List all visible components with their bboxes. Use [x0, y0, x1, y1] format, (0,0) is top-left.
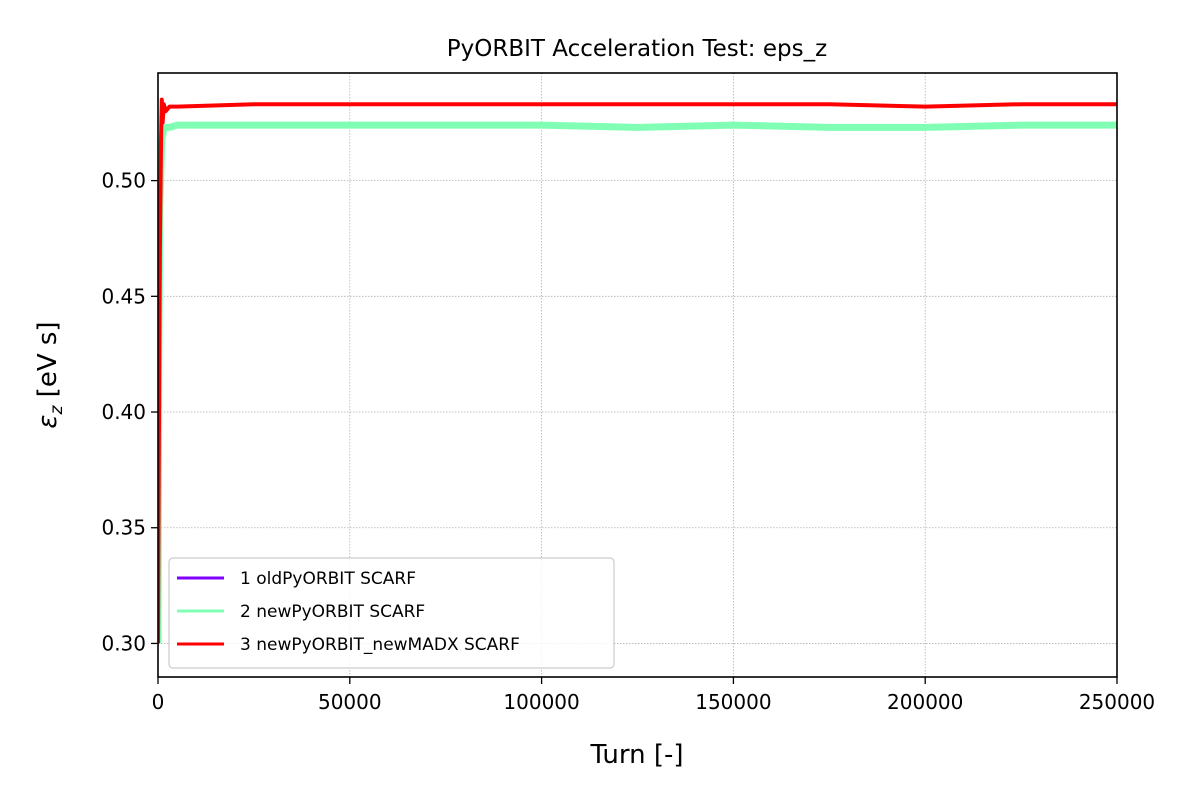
- y-axis-label-unit: [eV s]: [33, 321, 63, 405]
- y-tick-label: 0.35: [101, 516, 146, 540]
- plot-frame: [157, 72, 1118, 678]
- x-axis-label: Turn [-]: [589, 740, 683, 770]
- series-line-3: [158, 97, 1117, 644]
- legend: 1 oldPyORBIT SCARF 2 newPyORBIT SCARF 3 ne…: [168, 557, 615, 669]
- y-tick-label: 0.40: [101, 400, 146, 424]
- y-axis-label: εz [eV s]: [33, 321, 67, 428]
- legend-box: [168, 557, 615, 669]
- x-tick-label: 250000: [1079, 690, 1155, 714]
- y-axis-label-symbol: ε: [33, 415, 63, 429]
- x-tick-label: 0: [152, 690, 165, 714]
- y-tick-label: 0.50: [101, 169, 146, 193]
- axis-ticks: 0 50000 100000 150000 200000 250000 0.30 0.35 0.…: [101, 169, 1155, 714]
- legend-label-2: 2 newPyORBIT SCARF: [240, 602, 425, 622]
- x-tick-label: 200000: [887, 690, 963, 714]
- x-tick-label: 100000: [503, 690, 579, 714]
- legend-label-3: 3 newPyORBIT_newMADX SCARF: [240, 635, 520, 655]
- x-tick-label: 50000: [318, 690, 382, 714]
- y-axis-label-subscript: z: [47, 405, 67, 416]
- y-tick-label: 0.45: [101, 284, 146, 308]
- series-group: [158, 97, 1117, 644]
- x-tick-label: 150000: [695, 690, 771, 714]
- chart-title: PyORBIT Acceleration Test: eps_z: [447, 36, 827, 62]
- legend-label-1: 1 oldPyORBIT SCARF: [240, 569, 416, 589]
- y-tick-label: 0.30: [101, 631, 146, 655]
